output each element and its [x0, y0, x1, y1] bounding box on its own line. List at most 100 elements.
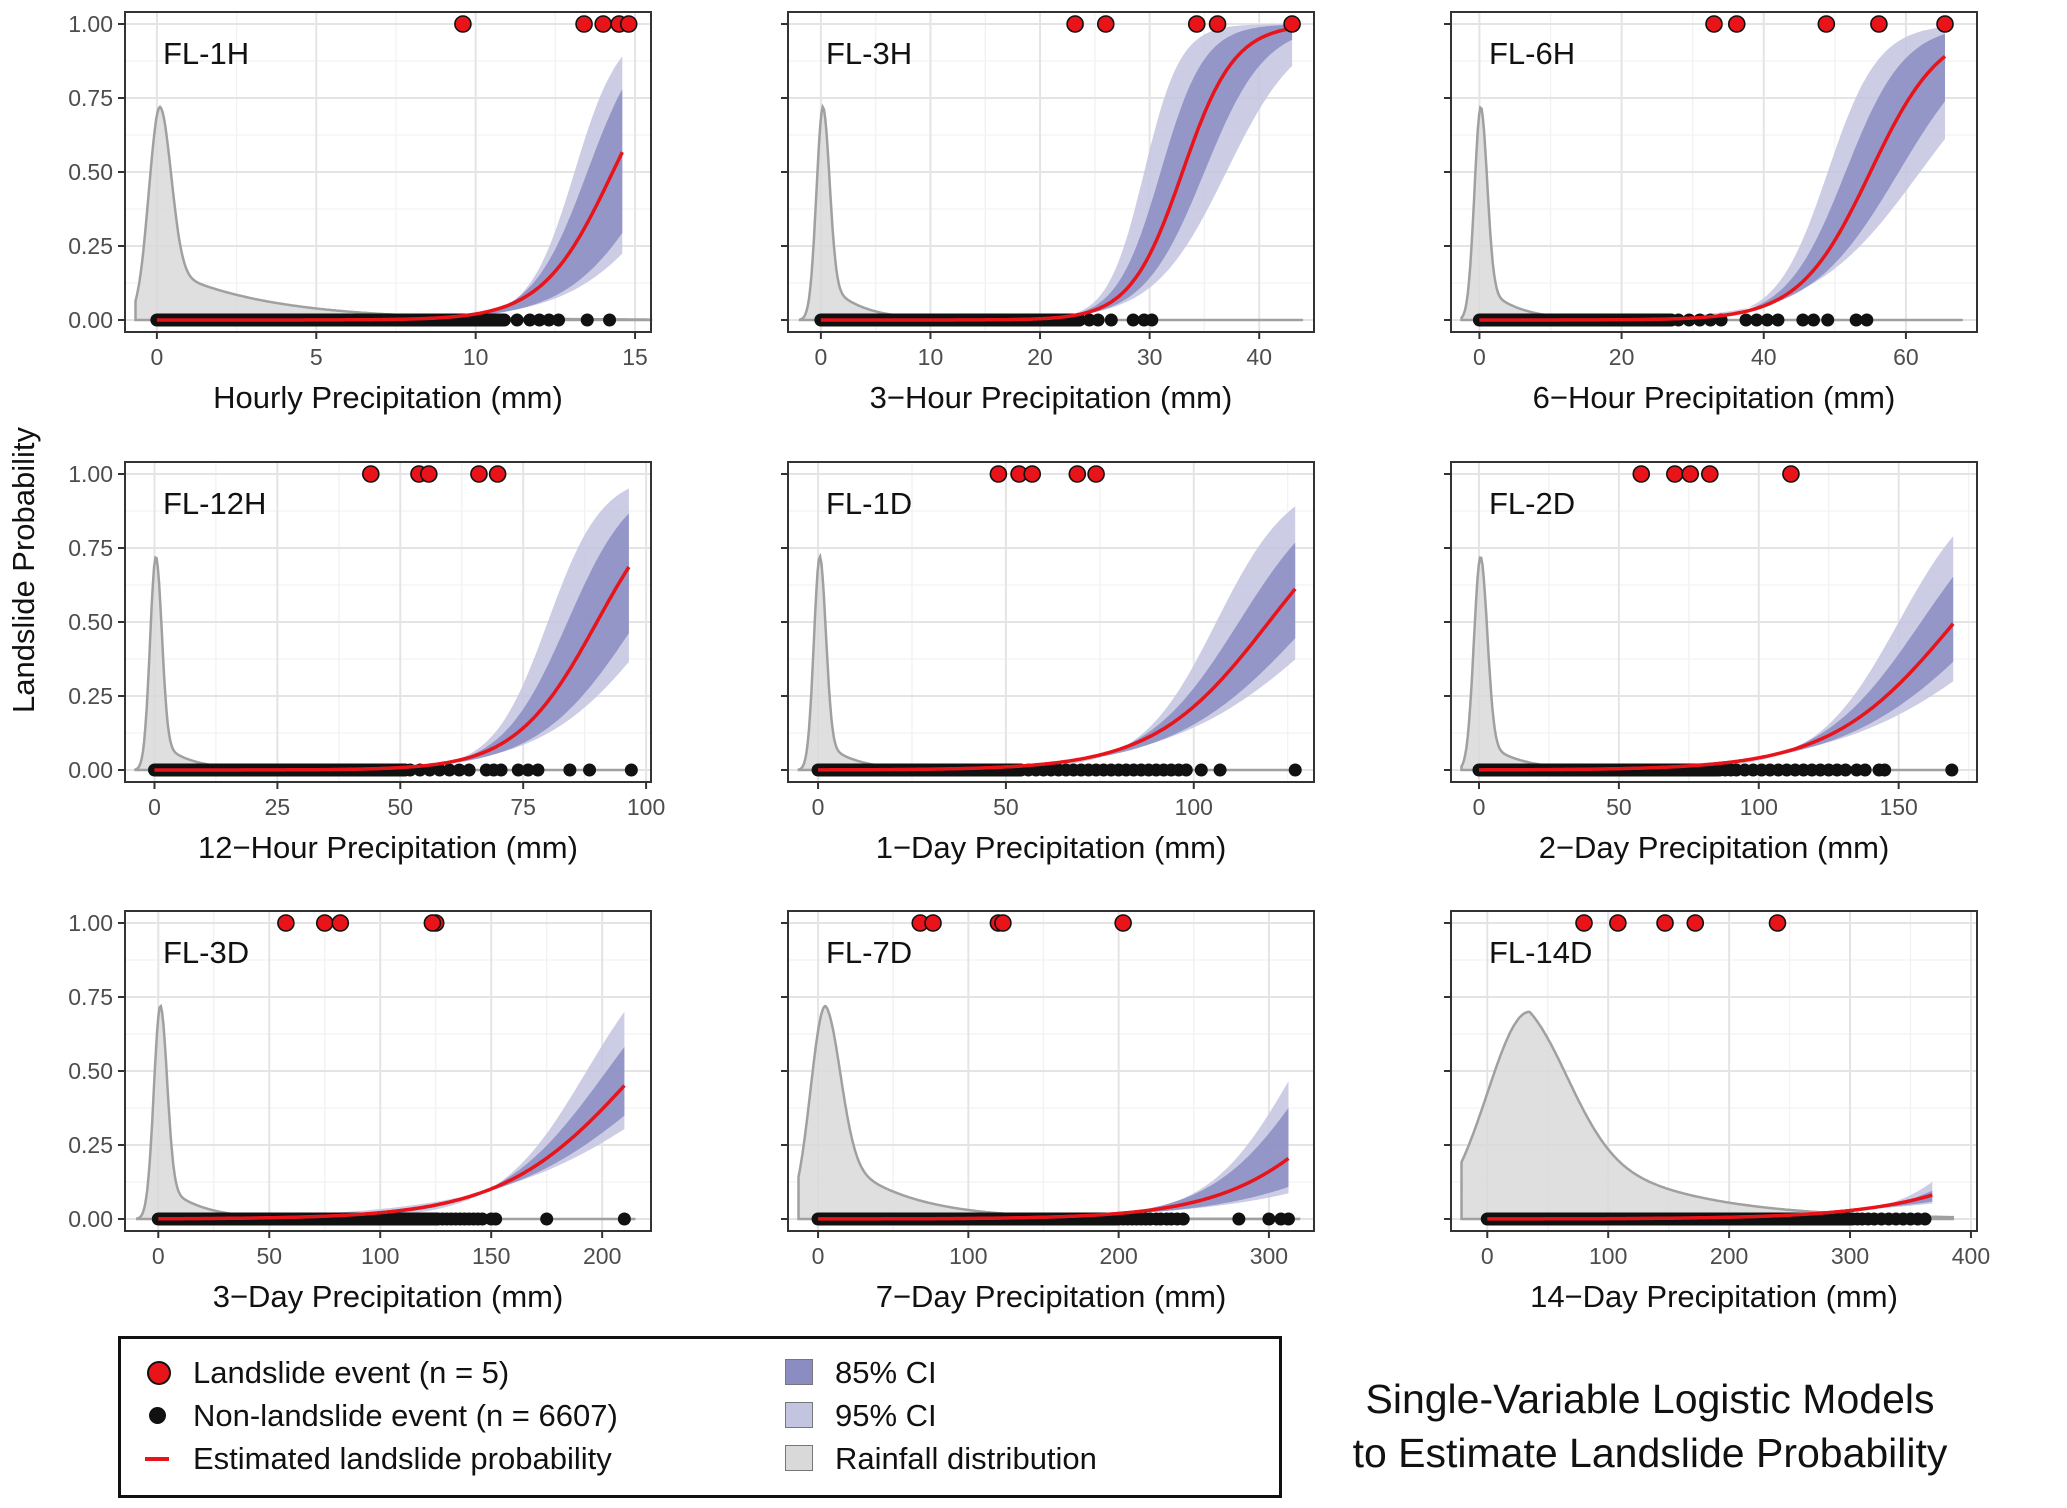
x-axis-label: 2−Day Precipitation (mm) [1539, 830, 1890, 865]
nonlandslide-point [521, 763, 535, 777]
ci85-band [823, 24, 1293, 320]
legend-label-rainfall: Rainfall distribution [835, 1441, 1097, 1476]
y-tick-label: 1.00 [68, 910, 113, 936]
nonlandslide-point [1821, 313, 1835, 327]
landslide-point [1768, 914, 1787, 932]
x-tick-label: 100 [1740, 794, 1778, 820]
panel-title: FL-12H [163, 486, 266, 521]
probability-curve [820, 26, 1293, 322]
nonlandslide-point [540, 1212, 554, 1226]
landslide-point [1208, 15, 1227, 33]
landslide-point [1686, 914, 1705, 932]
ci85-band [818, 542, 1296, 770]
nonlandslide-point [1213, 763, 1227, 777]
x-tick-label: 150 [1879, 794, 1917, 820]
legend-label-ci85: 85% CI [835, 1355, 937, 1390]
landslide-point [1096, 15, 1115, 33]
x-tick-label: 200 [1099, 1243, 1137, 1269]
nonlandslide-point [1860, 313, 1874, 327]
nonlandslide-point [1858, 763, 1872, 777]
x-tick-label: 50 [993, 794, 1019, 820]
panel-title: FL-3H [826, 36, 912, 71]
x-tick-label: 100 [627, 794, 665, 820]
panel-title: FL-1H [163, 36, 249, 71]
nonlandslide-point [1091, 313, 1105, 327]
y-tick-label: 0.50 [68, 609, 113, 635]
nonlandslide-point [1849, 313, 1863, 327]
nonlandslide-point [1760, 313, 1774, 327]
y-tick-label: 0.75 [68, 535, 113, 561]
x-tick-label: 15 [622, 344, 648, 370]
panel-title: FL-14D [1489, 935, 1592, 970]
nonlandslide-point [542, 313, 556, 327]
legend-item-nonlandslide: Non-landslide event (n = 6607) [139, 1396, 618, 1436]
panel-fl-3d: FL-3D 0.00 0.25 0.50 0.75 1.00 0 50 100 150 200 3−D… [68, 910, 652, 1314]
panel-fl-6h: FL-6H 0 20 40 60 6−Hour Precipitation (mm) [1444, 11, 1978, 415]
y-tick-label: 0.00 [68, 307, 113, 333]
x-tick-label: 200 [1710, 1243, 1748, 1269]
legend-item-landslide: Landslide event (n = 5) [139, 1353, 509, 1393]
nonlandslide-point [617, 1212, 631, 1226]
nonlandslide-point [1739, 313, 1753, 327]
landslide-point [1782, 465, 1800, 483]
x-tick-label: 0 [152, 1243, 165, 1269]
x-tick-label: 10 [463, 344, 489, 370]
nonlandslide-point [1232, 1212, 1246, 1226]
x-tick-label: 0 [812, 1243, 825, 1269]
x-tick-label: 20 [1027, 344, 1053, 370]
panel-fl-7d: FL-7D 0 100 200 300 7−Day Precipitation (mm) [781, 910, 1315, 1314]
ci95-band [818, 506, 1296, 770]
legend-label-ci95: 95% CI [835, 1398, 937, 1433]
y-tick-label: 0.00 [68, 1206, 113, 1232]
landslide-point [1068, 465, 1087, 483]
panels-layer: FL-1H 0.00 0.25 0.50 0.75 1.00 0 5 10 15 Hourly Pr… [68, 11, 1990, 1314]
nonlandslide-point [1104, 313, 1118, 327]
x-tick-label: 40 [1751, 344, 1777, 370]
probability-curve [818, 1156, 1290, 1221]
landslide-point [1727, 15, 1746, 33]
landslide-point [470, 465, 488, 483]
x-tick-label: 40 [1246, 344, 1272, 370]
landslide-point [361, 465, 380, 483]
nonlandslide-point [531, 763, 545, 777]
panel-title: FL-1D [826, 486, 912, 521]
landslide-point [1666, 465, 1684, 483]
y-tick-label: 0.00 [68, 757, 113, 783]
nonlandslide-point [603, 313, 617, 327]
nonlandslide-point [511, 763, 525, 777]
landslide-point [994, 914, 1012, 932]
x-tick-label: 5 [310, 344, 323, 370]
x-tick-label: 60 [1893, 344, 1919, 370]
x-tick-label: 300 [1831, 1243, 1869, 1269]
landslide-point [277, 914, 295, 932]
landslide-point [1087, 465, 1105, 483]
x-tick-label: 300 [1250, 1243, 1288, 1269]
panel-fl-1h: FL-1H 0.00 0.25 0.50 0.75 1.00 0 5 10 15 Hourly Pr… [68, 11, 653, 415]
x-tick-label: 400 [1952, 1243, 1990, 1269]
y-tick-label: 1.00 [68, 11, 113, 37]
panel-title: FL-7D [826, 935, 912, 970]
y-tick-label: 0.50 [68, 1058, 113, 1084]
legend-item-ci95: 95% CI [781, 1396, 937, 1436]
landslide-point [315, 914, 334, 932]
y-tick-label: 0.50 [68, 159, 113, 185]
probability-curve [1487, 1193, 1933, 1221]
nonlandslide-point [1176, 1212, 1190, 1226]
nonlandslide-point [1126, 313, 1140, 327]
nonlandslide-point [442, 763, 456, 777]
landslide-point [575, 15, 593, 33]
x-tick-label: 0 [1473, 794, 1486, 820]
x-axis-label: 7−Day Precipitation (mm) [876, 1279, 1227, 1314]
landslide-point [1817, 15, 1836, 33]
x-axis-label: 1−Day Precipitation (mm) [876, 830, 1227, 865]
x-tick-label: 0 [150, 344, 163, 370]
legend-label-nonlandslide: Non-landslide event (n = 6607) [193, 1398, 618, 1433]
probability-curve [156, 151, 624, 322]
landslide-point [1705, 15, 1723, 33]
landslide-point [454, 15, 472, 33]
nonlandslide-point [494, 763, 508, 777]
x-tick-label: 10 [918, 344, 944, 370]
x-tick-label: 50 [387, 794, 413, 820]
landslide-point [1066, 15, 1084, 33]
